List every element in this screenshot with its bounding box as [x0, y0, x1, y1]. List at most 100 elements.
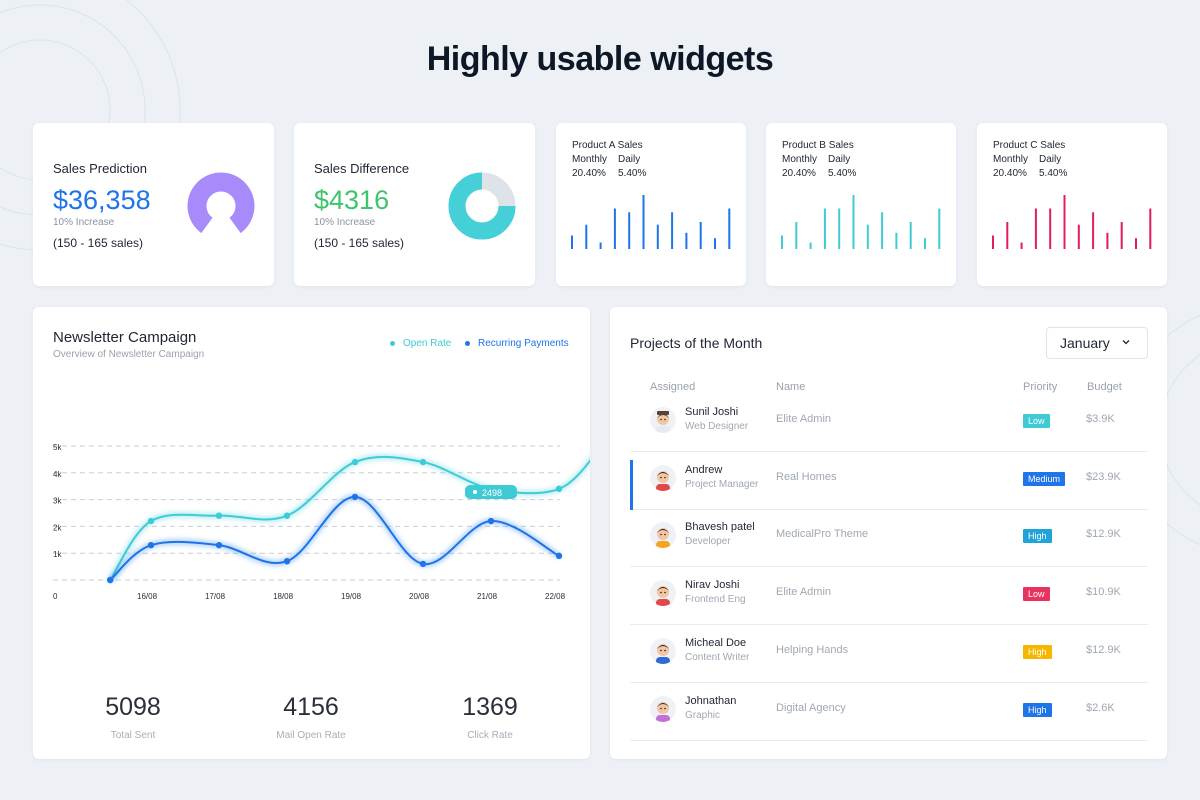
bar: [795, 222, 798, 249]
avatar-icon: [650, 637, 676, 664]
month-select[interactable]: January: [1046, 327, 1148, 359]
avatar-icon: [650, 522, 676, 549]
table-row[interactable]: Andrew Project Manager Real Homes Medium…: [630, 452, 1148, 510]
product-bar-chart: [781, 195, 941, 249]
product-title: Product C Sales: [993, 140, 1066, 151]
sales-difference-donut: [448, 172, 516, 240]
stat-label: Mail Open Rate: [276, 730, 346, 741]
person-role: Content Writer: [685, 651, 750, 663]
newsletter-card: Newsletter Campaign Overview of Newslett…: [33, 307, 590, 759]
legend-open-rate[interactable]: Open Rate: [390, 338, 451, 349]
y-tick-label: 5k: [53, 443, 62, 452]
data-point: [351, 458, 359, 466]
project-name: Digital Agency: [776, 701, 846, 714]
budget-value: $10.9K: [1086, 586, 1121, 599]
bar: [714, 238, 716, 249]
bar: [1149, 208, 1152, 249]
legend-dot: [390, 341, 395, 346]
budget-value: $2.6K: [1086, 701, 1115, 714]
legend-recurring-payments[interactable]: Recurring Payments: [465, 338, 569, 349]
avatar: [650, 407, 676, 433]
table-row[interactable]: Sunil Joshi Web Designer Elite Admin Low…: [630, 394, 1148, 452]
month-select-value: January: [1060, 335, 1110, 351]
period-daily: Daily: [828, 154, 851, 165]
bar: [809, 242, 812, 249]
stat-total-sent: 5098 Total Sent: [43, 693, 223, 741]
period-monthly: Monthly: [782, 154, 818, 165]
bar: [685, 232, 688, 249]
avatar-icon: [650, 695, 676, 722]
stat-title: Sales Prediction: [53, 161, 147, 176]
bar: [642, 195, 645, 249]
bar: [628, 212, 631, 249]
budget-value: $12.9K: [1086, 528, 1121, 541]
stat-label: Click Rate: [467, 730, 513, 741]
bar: [823, 208, 826, 249]
stat-label: Total Sent: [110, 730, 156, 741]
x-tick-label: 22/08: [545, 592, 566, 601]
value-monthly: 20.40%: [993, 168, 1027, 179]
avatar: [650, 580, 676, 607]
avatar: [650, 637, 676, 664]
table-row[interactable]: Johnathan Graphic Digital Agency High $2…: [630, 683, 1148, 741]
page-headline: Highly usable widgets: [426, 40, 774, 78]
newsletter-subtitle: Overview of Newsletter Campaign: [53, 349, 205, 360]
product-sales-card: Product B Sales Monthly Daily 20.40% 5.40%: [766, 123, 956, 286]
bar: [881, 212, 884, 249]
bar: [585, 224, 588, 249]
period-daily: Daily: [1039, 154, 1062, 165]
chart-tooltip: 2498: [465, 485, 517, 499]
legend-label: Recurring Payments: [478, 338, 569, 349]
product-period-row: Monthly Daily: [782, 154, 874, 165]
chevron-down-icon: [1122, 340, 1130, 345]
header-budget: Budget: [1087, 381, 1122, 393]
bar: [1063, 195, 1066, 249]
product-value-row: 20.40% 5.40%: [782, 168, 874, 179]
table-row[interactable]: Bhavesh patel Developer MedicalPro Theme…: [630, 509, 1148, 568]
header-priority: Priority: [1023, 381, 1058, 393]
priority-badge: Medium: [1023, 471, 1066, 486]
sales-prediction-gauge: [187, 172, 255, 234]
legend-label: Open Rate: [403, 338, 452, 349]
table-row[interactable]: Nirav Joshi Frontend Eng Elite Admin Low…: [630, 567, 1148, 626]
bar: [866, 224, 869, 249]
project-name: MedicalPro Theme: [776, 528, 869, 541]
y-tick-label: 1k: [53, 550, 62, 559]
bar: [1006, 222, 1009, 249]
value-monthly: 20.40%: [782, 168, 816, 179]
avatar: [650, 522, 676, 549]
table-row[interactable]: Micheal Doe Content Writer Helping Hands…: [630, 625, 1148, 683]
bar: [1120, 222, 1123, 249]
product-title: Product B Sales: [782, 140, 854, 151]
priority-badge: High: [1023, 644, 1052, 659]
stat-range: (150 - 165 sales): [314, 236, 405, 250]
person-name: Johnathan: [685, 694, 737, 707]
data-point: [147, 541, 155, 549]
data-point: [215, 541, 223, 549]
project-name: Helping Hands: [776, 643, 849, 656]
bar: [909, 222, 912, 249]
avatar-icon: [650, 464, 676, 491]
bar: [1034, 208, 1037, 249]
project-name: Real Homes: [776, 470, 837, 483]
bar: [1135, 238, 1137, 249]
series-line: [109, 455, 590, 581]
legend-dot: [465, 341, 470, 346]
bar: [895, 232, 898, 249]
stat-value: 1369: [462, 693, 518, 721]
data-point: [419, 458, 427, 466]
bar: [571, 235, 573, 249]
bar: [852, 195, 855, 249]
product-period-row: Monthly Daily: [993, 154, 1085, 165]
budget-value: $23.9K: [1086, 470, 1121, 483]
person-role: Frontend Eng: [685, 594, 746, 606]
data-point: [283, 512, 291, 519]
budget-value: $12.9K: [1086, 643, 1121, 656]
person-role: Web Designer: [685, 421, 749, 432]
x-tick-label: 17/08: [205, 592, 226, 601]
bar: [699, 222, 702, 249]
value-daily: 5.40%: [1039, 168, 1068, 179]
project-name: Elite Admin: [776, 586, 832, 599]
avatar: [650, 695, 676, 722]
data-point: [351, 493, 359, 501]
